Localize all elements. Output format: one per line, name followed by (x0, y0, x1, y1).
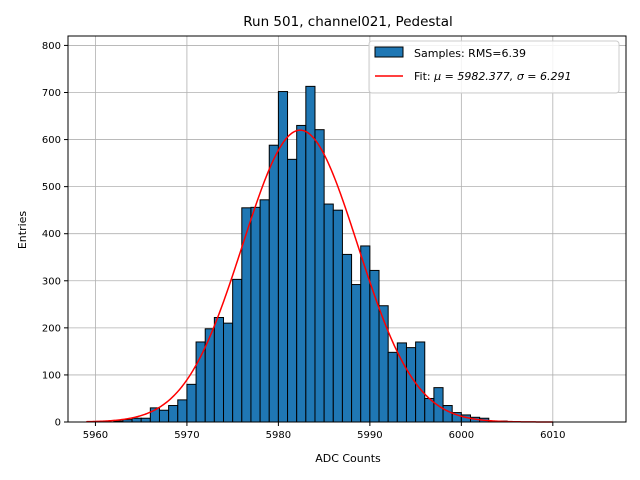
x-axis-title: ADC Counts (315, 452, 381, 465)
histogram-bar (223, 322, 234, 423)
histogram-bar (158, 409, 170, 423)
legend-fit-mu: μ = 5982.377, (433, 70, 517, 83)
y-axis-ticks: 0 100 200 300 400 500 600 700 800 (42, 41, 68, 429)
x-axis-ticks: 5960 5970 5980 5990 6000 6010 (83, 422, 566, 441)
plot-frame (67, 35, 627, 423)
histogram-bar (241, 207, 252, 423)
histogram-bar (213, 316, 225, 423)
histogram-bar (360, 245, 371, 423)
legend-box (368, 40, 620, 94)
histogram-bar (195, 341, 206, 423)
histogram-bar (433, 387, 444, 423)
histogram-bar (341, 253, 353, 423)
y-tick-label: 0 (55, 418, 61, 429)
legend: Samples: RMS=6.39 Fit: μ = 5982.377, σ =… (368, 40, 620, 94)
histogram-bar (305, 85, 316, 423)
histogram-bar (296, 124, 307, 423)
histogram-bar (186, 383, 197, 423)
x-tick-label: 5970 (174, 430, 199, 441)
x-tick-label: 5960 (83, 430, 108, 441)
y-tick-label: 500 (42, 182, 61, 193)
histogram-bar (351, 284, 362, 423)
y-tick-label: 300 (42, 276, 61, 287)
y-axis-title: Entries (16, 211, 29, 250)
x-tick-label: 5980 (266, 430, 291, 441)
histogram-bar (415, 341, 426, 423)
y-tick-label: 700 (42, 88, 61, 99)
histogram-bar (442, 405, 453, 423)
gaussian-fit-curve (86, 129, 553, 423)
y-tick-label: 600 (42, 135, 61, 146)
plot-area: 5960 5970 5980 5990 6000 6010 0 100 200 300 400 50… (42, 35, 627, 441)
y-tick-label: 400 (42, 229, 61, 240)
chart-title: Run 501, channel021, Pedestal (243, 14, 453, 30)
legend-swatch-samples (374, 46, 404, 58)
histogram-bar (314, 129, 325, 423)
x-tick-label: 6000 (449, 430, 474, 441)
histogram-bar (378, 305, 389, 423)
histogram-bar (277, 91, 289, 423)
histogram-bar (177, 399, 188, 423)
legend-fit-prefix: Fit: (414, 70, 434, 83)
legend-fit-sigma: σ = 6.291 (517, 70, 572, 83)
histogram-bar (140, 417, 151, 423)
y-tick-label: 100 (42, 370, 61, 381)
histogram-bar (131, 417, 142, 423)
histogram-bar (168, 405, 179, 423)
histogram-bar (323, 203, 334, 423)
x-tick-label: 6010 (540, 430, 565, 441)
x-tick-label: 5990 (357, 430, 382, 441)
histogram-bar (287, 158, 298, 423)
y-tick-label: 200 (42, 323, 61, 334)
histogram-bar (250, 206, 261, 423)
legend-label-fit: Fit: μ = 5982.377, σ = 6.291 (414, 70, 572, 83)
histogram-bar (405, 347, 417, 423)
legend-label-samples: Samples: RMS=6.39 (414, 47, 526, 60)
histogram-bar (332, 209, 343, 423)
histogram-bar (232, 278, 243, 423)
y-tick-label: 800 (42, 41, 61, 52)
histogram-bars (113, 85, 508, 423)
histogram-bar (259, 199, 270, 423)
histogram-bar (387, 351, 398, 423)
histogram-bar (268, 144, 279, 423)
